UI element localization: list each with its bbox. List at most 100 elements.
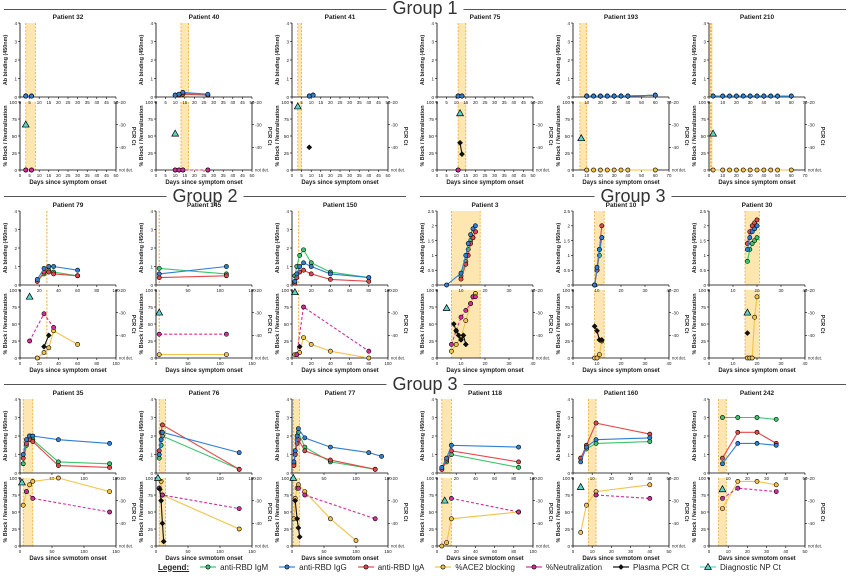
series-point-pcr <box>744 330 751 337</box>
series-point-igg <box>302 435 308 441</box>
series-line-iga <box>580 422 650 459</box>
x-tick-label-top: 40 <box>803 288 808 293</box>
series-point-igg <box>775 93 780 99</box>
x-tick-label-top: 35 <box>85 100 90 105</box>
x-tick-label-bottom: 40 <box>531 361 536 366</box>
x-tick-label-bottom: 5 <box>164 173 167 178</box>
pcr-tick-label: -30 <box>255 122 262 127</box>
y-tick-label-bottom: 0 <box>14 168 17 173</box>
y-axis-label-top: Ab binding (450nm) <box>3 411 9 462</box>
x-tick-label-bottom: 30 <box>748 173 753 178</box>
y-tick-label-bottom: 0 <box>567 356 570 361</box>
pcr-not-det-label: not det. <box>808 356 822 361</box>
series-point-igg <box>754 440 760 446</box>
pcr-not-det-label: not det. <box>255 356 269 361</box>
series-point-igg <box>156 452 162 457</box>
series-point-igg <box>625 93 631 99</box>
x-tick-label-bottom: 5 <box>300 173 303 178</box>
x-tick-label-top: 0 <box>572 476 575 481</box>
series-point-ace2 <box>734 167 739 173</box>
y-tick-label-top: 1 <box>14 264 17 269</box>
y-tick-label-top: 3 <box>14 227 17 232</box>
x-axis-label: Days since symptom onset <box>582 368 659 374</box>
x-axis-label: Days since symptom onset <box>446 180 523 186</box>
series-point-ace2 <box>597 352 602 357</box>
series-point-igg <box>727 93 732 99</box>
series-point-igm <box>754 235 760 241</box>
x-tick-label-top: 25 <box>202 100 207 105</box>
x-axis-label: Days since symptom onset <box>301 368 378 374</box>
x-tick-label-top: 0 <box>436 476 439 481</box>
series-point-iga <box>372 466 378 472</box>
series-point-igg <box>180 89 186 95</box>
pcr-axis-label: PCR Ct <box>402 127 408 146</box>
y-tick-label-top: 0.5 <box>700 268 707 273</box>
panel-title: Patient 32 <box>53 14 84 21</box>
pcr-axis-label: PCR Ct <box>819 503 825 522</box>
y-axis-label-bottom: % Block / Neutralization <box>556 293 562 354</box>
x-tick-label-top: 5 <box>164 100 167 105</box>
x-tick-label-bottom: 40 <box>230 173 235 178</box>
panel-title: Patient 3 <box>471 202 498 209</box>
y-tick-label-bottom: 50 <box>565 134 571 139</box>
series-point-igg <box>292 278 298 284</box>
y-tick-label-bottom: 25 <box>12 151 18 156</box>
x-tick-label-top: 35 <box>357 100 362 105</box>
series-point-igm <box>297 252 303 258</box>
series-line-iga <box>441 450 519 470</box>
y-tick-label-top: 0 <box>286 95 289 100</box>
x-axis-label: Days since symptom onset <box>301 556 378 560</box>
y-tick-label-bottom: 75 <box>148 305 154 310</box>
series-point-iga <box>754 217 760 223</box>
series-point-igg <box>768 93 774 99</box>
legend-label-pcr: Plasma PCR Ct <box>633 562 690 572</box>
x-tick-label-top: 20 <box>609 476 614 481</box>
panel-title: Patient 75 <box>470 14 501 21</box>
pcr-not-det-label: not det. <box>119 168 133 173</box>
y-axis-label-top: Ab binding (450nm) <box>556 223 562 274</box>
x-tick-label-bottom: 80 <box>511 549 516 554</box>
series-point-ace2 <box>30 478 36 484</box>
y-axis-label-top: Ab binding (450nm) <box>139 35 145 86</box>
x-tick-label-bottom: 20 <box>619 361 624 366</box>
x-tick-label-bottom: 40 <box>511 173 516 178</box>
series-point-igg <box>735 440 741 446</box>
x-tick-label-bottom: 10 <box>309 173 314 178</box>
series-point-pcr <box>462 341 469 348</box>
series-point-ace2 <box>754 478 760 484</box>
x-tick-label-bottom: 30 <box>347 173 352 178</box>
legend-label-neut: %Neutralization <box>545 562 603 572</box>
y-tick-label-bottom: 25 <box>284 527 290 532</box>
y-tick-label-top: 0 <box>14 283 17 288</box>
x-tick-label-bottom: 40 <box>366 173 371 178</box>
pcr-axis-label: PCR Ct <box>130 127 136 146</box>
x-tick-label-top: 0 <box>572 288 575 293</box>
series-point-ace2 <box>584 167 590 173</box>
pcr-not-det-label: not det. <box>536 544 550 549</box>
series-point-np <box>289 473 298 481</box>
x-tick-label-top: 20 <box>619 288 624 293</box>
y-tick-label-bottom: 100 <box>9 100 17 105</box>
series-point-pcr <box>292 497 299 504</box>
pcr-tick-label: -20 <box>391 476 398 481</box>
x-tick-label-bottom: 20 <box>745 549 750 554</box>
series-point-iga <box>51 271 56 277</box>
x-tick-label-bottom: 40 <box>94 173 99 178</box>
panel-title: Patient 145 <box>187 202 222 209</box>
series-point-ace2 <box>740 167 746 173</box>
x-tick-label-bottom: 35 <box>357 173 362 178</box>
legend-symbol-np <box>704 563 713 570</box>
series-point-neut <box>458 314 464 320</box>
x-tick-label-bottom: 20 <box>755 361 760 366</box>
x-tick-label-top: 20 <box>473 100 478 105</box>
series-point-igg <box>747 235 753 241</box>
y-tick-label-bottom: 25 <box>148 527 154 532</box>
x-tick-label-top: 50 <box>667 476 672 481</box>
series-point-igg <box>46 264 52 269</box>
x-tick-label-bottom: 20 <box>37 361 42 366</box>
series-point-iga <box>327 277 333 282</box>
y-tick-label-bottom: 100 <box>145 476 153 481</box>
series-point-pcr <box>453 327 460 334</box>
series-point-pcr <box>294 515 301 522</box>
